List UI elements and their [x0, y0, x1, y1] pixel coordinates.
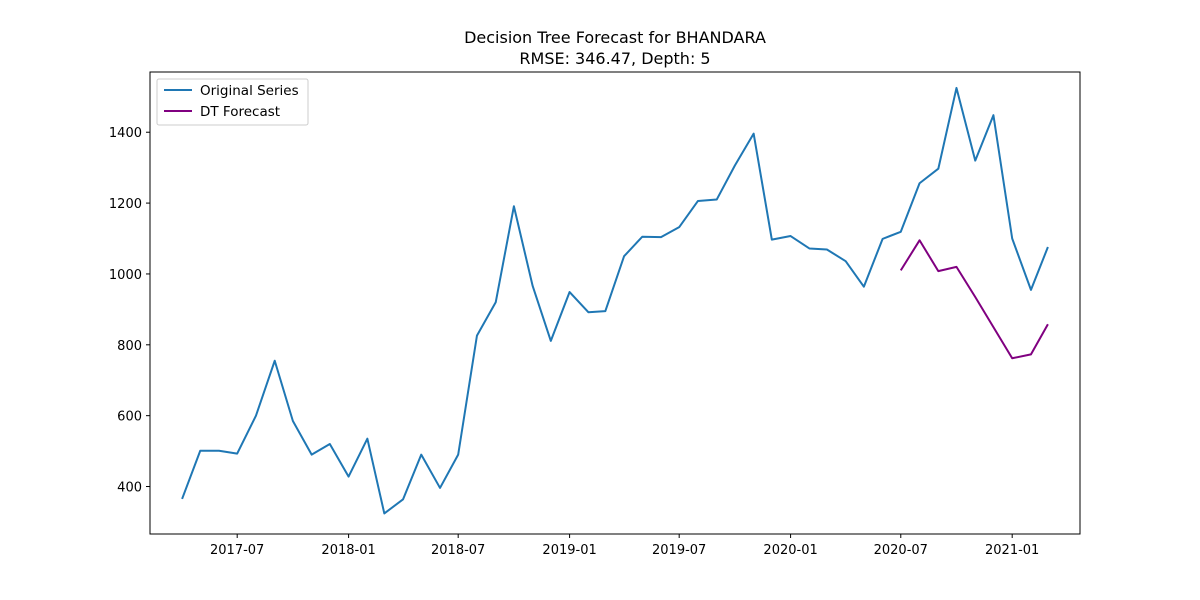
axes: 2017-07 2018-01 2018-07 2019-01 2019-07 2020-… [109, 126, 1039, 558]
x-tick-label: 2019-07 [652, 543, 706, 558]
x-tick-label: 2020-07 [874, 543, 928, 558]
x-tick-label: 2018-07 [431, 543, 485, 558]
chart-subtitle: RMSE: 346.47, Depth: 5 [519, 49, 710, 68]
chart-title: Decision Tree Forecast for BHANDARA [464, 28, 766, 47]
legend-label-original-series: Original Series [200, 83, 299, 99]
series-line-dt-forecast [899, 239, 1049, 360]
y-tick-label: 400 [117, 481, 142, 496]
plot-area-frame [149, 71, 1081, 535]
legend-label-dt-forecast: DT Forecast [200, 104, 280, 120]
x-tick-label: 2021-01 [985, 543, 1039, 558]
x-tick-label: 2019-01 [542, 543, 596, 558]
series-line-original-series [181, 86, 1049, 515]
x-tick-label: 2020-01 [763, 543, 817, 558]
legend: Original Series DT Forecast [156, 78, 309, 126]
y-tick-label: 1400 [109, 126, 142, 141]
series-layer [181, 86, 1049, 515]
y-tick-label: 1000 [109, 268, 142, 283]
y-tick-label: 600 [117, 410, 142, 425]
y-tick-label: 1200 [109, 197, 142, 212]
legend-box [156, 78, 309, 126]
x-tick-label: 2017-07 [210, 543, 264, 558]
y-tick-label: 800 [117, 339, 142, 354]
x-tick-label: 2018-01 [321, 543, 375, 558]
